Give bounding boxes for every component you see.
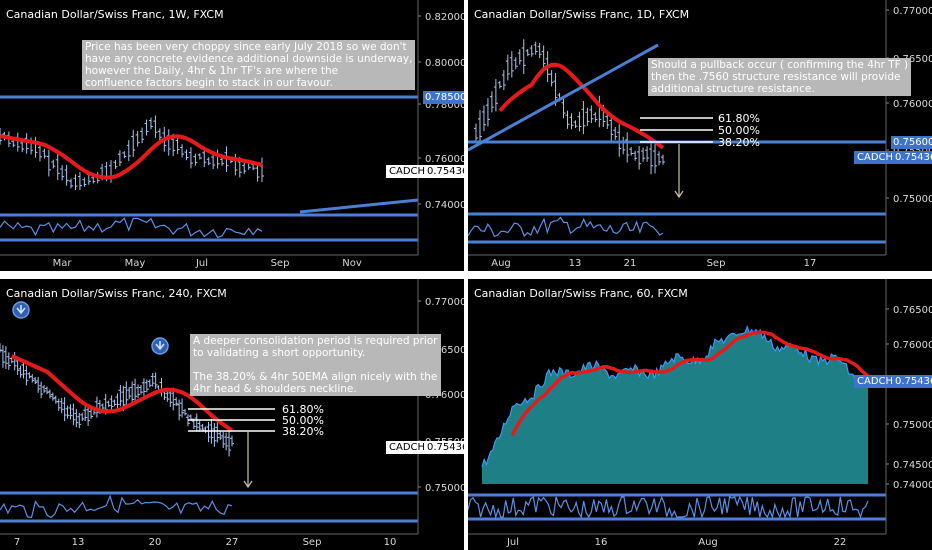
level-tag: 0.78500 (423, 91, 464, 104)
x-axis-tick-label: Jul (506, 537, 519, 548)
chart-canvas-daily: 61.80%50.00%38.20% 0.77000 0.76500 0.76000 0… (468, 0, 932, 269)
y-axis-tick-label: 0.76000 (425, 390, 464, 401)
x-axis-tick-label: 21 (624, 258, 637, 269)
x-axis-tick-label: 20 (149, 537, 162, 548)
chart-canvas-4h: 61.80%50.00%38.20% 0.77000 0.76500 0.76000 0… (0, 279, 464, 548)
chart-title: Canadian Dollar/Swiss Franc, 240, FXCM (6, 287, 227, 300)
analysis-note: Should a pullback occur ( confirming the… (648, 58, 912, 96)
trendline (299, 198, 419, 214)
symbol-tag: CADCHF (386, 441, 434, 454)
ema-line (498, 62, 665, 150)
y-axis-tick-label: 0.76000 (893, 340, 932, 351)
level-tag: 0.75600 (891, 136, 932, 149)
projection-arrow-head (243, 480, 253, 489)
chart-title: Canadian Dollar/Swiss Franc, 1W, FXCM (6, 8, 224, 21)
chart-panel-daily[interactable]: 61.80% 50.00% 38.20% 0.77000 0.76500 0.76000 0… (468, 0, 932, 271)
y-axis-tick-label: 0.74000 (425, 200, 464, 211)
x-axis-tick-label: 27 (226, 537, 239, 548)
y-axis-tick-label: 0.76000 (425, 154, 464, 165)
x-axis-tick-label: 13 (569, 258, 582, 269)
x-axis-tick-label: 16 (595, 537, 608, 548)
x-axis-tick-label: May (125, 258, 146, 269)
x-axis-tick-label: Sep (271, 258, 290, 269)
oscillator-line (0, 494, 233, 519)
analysis-note: A deeper consolidation period is require… (190, 334, 441, 396)
y-axis-tick-label: 0.76500 (425, 345, 464, 356)
y-axis-tick-label: 0.75000 (893, 420, 932, 431)
y-axis-tick-label: 0.74500 (893, 460, 932, 471)
chart-panel-1h[interactable]: 0.765000.760000.755000.750000.745000.740… (468, 279, 932, 550)
y-axis-tick-label: 0.80000 (425, 58, 464, 69)
y-axis-tick-label: 0.76500 (893, 305, 932, 316)
x-axis-tick-label: Aug (491, 258, 511, 269)
symbol-tag: CADCHF (386, 165, 434, 178)
x-axis-tick-label: 13 (72, 537, 85, 548)
x-axis-tick-label: Sep (707, 258, 726, 269)
x-axis-tick-label: 7 (14, 537, 20, 548)
y-axis-tick-label: 0.76000 (893, 99, 932, 110)
y-axis-tick-label: 0.76500 (893, 54, 932, 65)
chart-panel-4h[interactable]: 61.80% 50.00% 38.20% 0.77000 0.76500 0.76000 0… (0, 279, 464, 550)
trendline (468, 43, 659, 152)
y-axis-tick-label: 0.75000 (425, 483, 464, 494)
x-axis-tick-label: Sep (303, 537, 322, 548)
y-axis-tick-label: 0.82000 (425, 12, 464, 23)
symbol-tag: CADCHF (854, 375, 902, 388)
analysis-note: Price has been very choppy since early J… (82, 40, 416, 90)
arrow-down-circle-icon (151, 337, 169, 355)
x-axis-tick-label: 22 (834, 537, 847, 548)
chart-canvas-1h: 0.765000.760000.755000.750000.745000.740… (468, 279, 932, 548)
fib-level-label: 38.20% (718, 136, 760, 149)
fib-level-label: 50.00% (282, 414, 324, 427)
ema-line (0, 134, 263, 180)
chart-canvas-weekly: 0.82000 0.80000 0.78000 0.76000 0.74000 Mar Ma… (0, 0, 464, 269)
y-axis-tick-label: 0.75000 (893, 194, 932, 205)
fib-level-label: 61.80% (718, 112, 760, 125)
y-axis-tick-label: 0.77000 (425, 297, 464, 308)
y-axis-tick-label: 0.74000 (893, 480, 932, 491)
x-axis-tick-label: Jul (195, 258, 208, 269)
oscillator-line (468, 216, 664, 238)
y-axis-tick-label: 0.77000 (893, 6, 932, 17)
chart-panel-weekly[interactable]: 0.82000 0.80000 0.78000 0.76000 0.74000 Mar Ma… (0, 0, 464, 271)
x-axis-tick-label: Aug (698, 537, 718, 548)
ema-line (510, 330, 870, 437)
chart-title: Canadian Dollar/Swiss Franc, 60, FXCM (474, 287, 688, 300)
fib-level-label: 50.00% (718, 124, 760, 137)
x-axis-tick-label: 10 (384, 537, 397, 548)
oscillator-line (468, 495, 869, 520)
price-line (481, 324, 869, 467)
y-axis-tick-label: 0.78000 (425, 100, 464, 111)
symbol-tag: CADCHF (854, 151, 902, 164)
chart-title: Canadian Dollar/Swiss Franc, 1D, FXCM (474, 8, 690, 21)
fib-level-label: 38.20% (282, 425, 324, 438)
price-area-fill (482, 326, 868, 484)
x-axis-tick-label: Mar (53, 258, 73, 269)
ema-line (10, 354, 234, 433)
fib-level-label: 61.80% (282, 403, 324, 416)
x-axis-tick-label: Nov (342, 258, 362, 269)
x-axis-tick-label: 17 (804, 258, 817, 269)
projection-arrow-head (674, 190, 684, 199)
oscillator-line (0, 217, 263, 239)
arrow-down-circle-icon (12, 301, 30, 319)
